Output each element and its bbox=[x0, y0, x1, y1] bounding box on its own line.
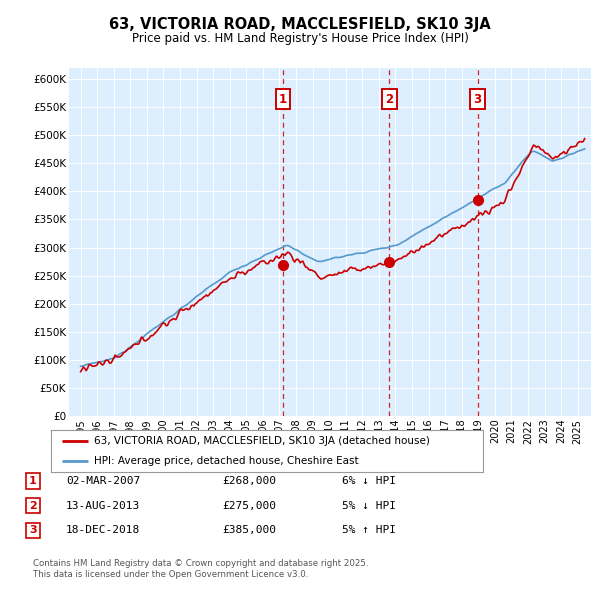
Text: Contains HM Land Registry data © Crown copyright and database right 2025.
This d: Contains HM Land Registry data © Crown c… bbox=[33, 559, 368, 579]
Text: Price paid vs. HM Land Registry's House Price Index (HPI): Price paid vs. HM Land Registry's House … bbox=[131, 32, 469, 45]
Text: 1: 1 bbox=[279, 93, 287, 106]
Text: £385,000: £385,000 bbox=[222, 526, 276, 535]
Text: 3: 3 bbox=[473, 93, 482, 106]
Text: 2: 2 bbox=[29, 501, 37, 510]
Text: 6% ↓ HPI: 6% ↓ HPI bbox=[342, 476, 396, 486]
Text: £268,000: £268,000 bbox=[222, 476, 276, 486]
Text: 63, VICTORIA ROAD, MACCLESFIELD, SK10 3JA (detached house): 63, VICTORIA ROAD, MACCLESFIELD, SK10 3J… bbox=[94, 436, 430, 446]
Text: 2: 2 bbox=[385, 93, 394, 106]
Text: £275,000: £275,000 bbox=[222, 501, 276, 510]
Text: 02-MAR-2007: 02-MAR-2007 bbox=[66, 476, 140, 486]
Text: HPI: Average price, detached house, Cheshire East: HPI: Average price, detached house, Ches… bbox=[94, 457, 359, 466]
Text: 5% ↓ HPI: 5% ↓ HPI bbox=[342, 501, 396, 510]
Text: 3: 3 bbox=[29, 526, 37, 535]
Text: 13-AUG-2013: 13-AUG-2013 bbox=[66, 501, 140, 510]
Text: 1: 1 bbox=[29, 476, 37, 486]
Text: 63, VICTORIA ROAD, MACCLESFIELD, SK10 3JA: 63, VICTORIA ROAD, MACCLESFIELD, SK10 3J… bbox=[109, 17, 491, 32]
Text: 18-DEC-2018: 18-DEC-2018 bbox=[66, 526, 140, 535]
Text: 5% ↑ HPI: 5% ↑ HPI bbox=[342, 526, 396, 535]
